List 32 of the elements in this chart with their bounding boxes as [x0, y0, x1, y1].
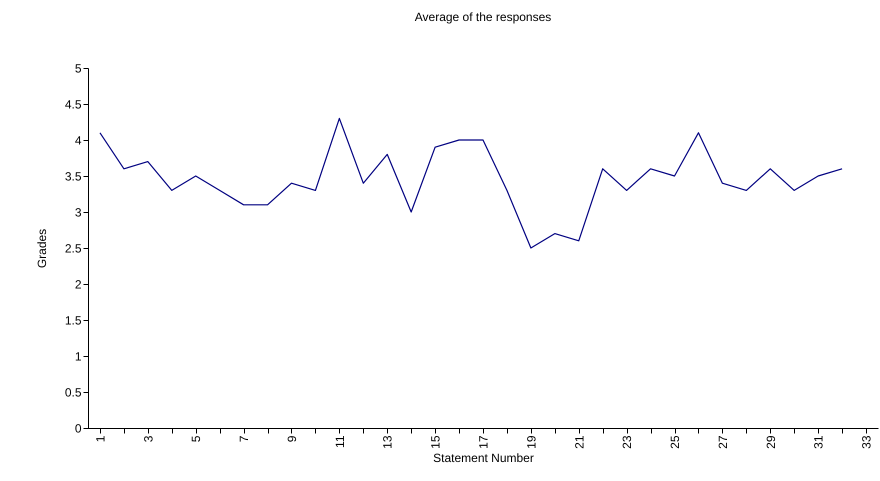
chart-title: Average of the responses: [414, 10, 552, 24]
x-tick-label: 15: [428, 435, 443, 449]
x-tick-label: 3: [141, 435, 156, 442]
x-tick-label: 11: [332, 435, 347, 448]
x-tick-label: 27: [716, 435, 730, 449]
y-tick-label: 0: [74, 422, 82, 436]
y-tick-label: 4.5: [64, 98, 82, 112]
y-tick-label: 2.5: [64, 242, 82, 256]
y-tick-label: 5: [74, 62, 82, 76]
y-axis-title: Grades: [34, 228, 49, 268]
y-tick-label: 1.5: [64, 314, 82, 328]
x-tick-label: 5: [189, 435, 204, 442]
x-tick-label: 9: [284, 435, 299, 442]
x-tick-label: 17: [476, 435, 490, 449]
y-tick-label: 0.5: [64, 386, 82, 400]
y-tick-label: 3.5: [64, 170, 82, 184]
x-tick-label: 7: [237, 435, 252, 442]
x-tick-label: 1: [93, 435, 108, 442]
y-tick-label: 3: [74, 206, 82, 220]
y-tick-label: 4: [74, 134, 82, 148]
x-tick-label: 23: [620, 435, 634, 449]
x-tick-label: 13: [380, 435, 395, 449]
y-tick-label: 1: [74, 350, 82, 364]
x-tick-label: 33: [860, 435, 874, 449]
line-series: [99, 118, 843, 249]
x-tick-label: 29: [764, 435, 778, 449]
y-tick-label: 2: [74, 278, 82, 292]
x-axis-title: Statement Number: [433, 450, 534, 465]
x-tick-label: 19: [524, 435, 538, 449]
x-tick-label: 25: [668, 435, 682, 449]
x-tick-label: 31: [812, 435, 826, 449]
x-tick-label: 21: [572, 435, 586, 449]
